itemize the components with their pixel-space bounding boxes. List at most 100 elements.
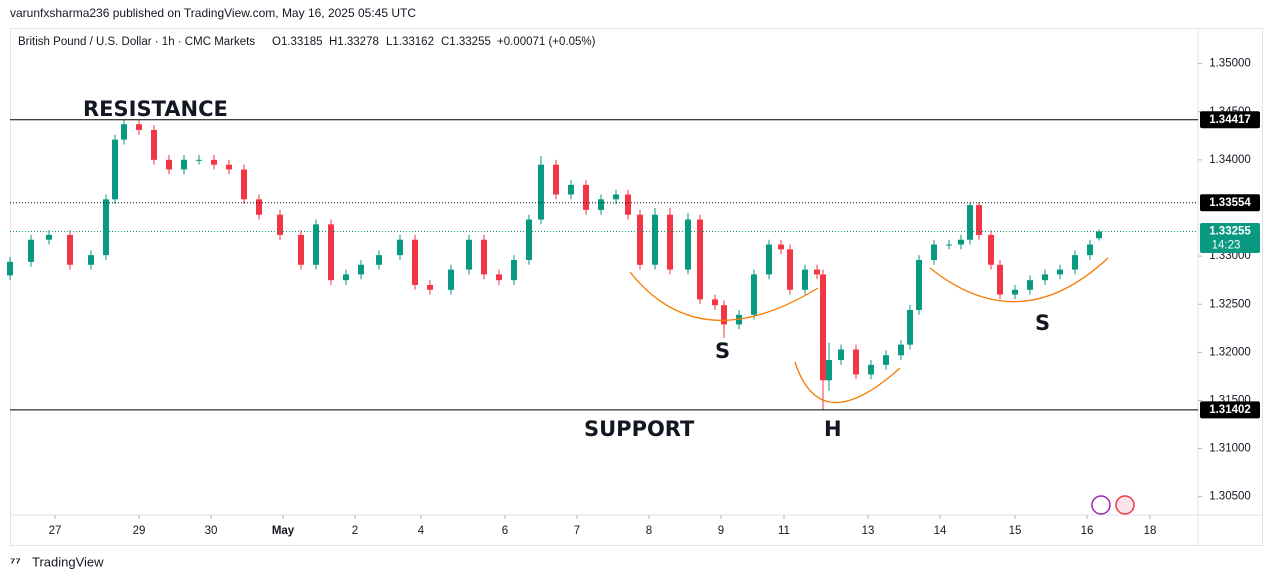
legend: British Pound / U.S. Dollar · 1h · CMC M…: [18, 36, 596, 48]
candle-body: [343, 274, 349, 281]
candle-body: [883, 355, 889, 365]
event-icons: [1091, 495, 1135, 515]
x-tick-label: 4: [418, 525, 425, 537]
x-tick-label: 8: [646, 525, 652, 537]
logo: ⁷⁷: [10, 554, 21, 569]
arc-head: [794, 361, 901, 404]
x-tick-label: 14: [934, 525, 947, 537]
footer: TradingView: [32, 554, 104, 569]
candle-body: [946, 244, 952, 246]
candle-body: [637, 214, 643, 265]
annotation: S: [1035, 311, 1050, 335]
candle-body: [376, 255, 382, 265]
countdown: 14:23: [1212, 240, 1241, 252]
candle-body: [166, 159, 172, 170]
annotation: SUPPORT: [584, 417, 695, 441]
candle-body: [181, 159, 187, 170]
price-marker-label: 1.31402: [1209, 404, 1251, 416]
price-marker: [1200, 194, 1260, 212]
candle-body: [67, 234, 73, 265]
plot: 1.305001.310001.315001.320001.325001.330…: [7, 58, 1260, 537]
candle-body: [496, 274, 502, 281]
candle-body: [256, 199, 262, 215]
candle-body: [613, 194, 619, 200]
candle-body: [88, 255, 94, 265]
header: varunfxsharma236 published on TradingVie…: [10, 6, 416, 20]
candle-body: [907, 309, 913, 345]
y-tick-label: 1.35000: [1209, 58, 1251, 70]
candle-body: [226, 164, 232, 170]
candle-body: [277, 214, 283, 235]
candle-body: [121, 124, 127, 140]
ohlc-high: H1.33278: [329, 36, 379, 48]
candle-body: [988, 234, 994, 265]
candle-body: [1012, 289, 1018, 295]
annotation: S: [715, 339, 730, 363]
x-tick-label: 13: [862, 525, 875, 537]
x-tick-label: 27: [49, 525, 62, 537]
candle-body: [721, 305, 727, 325]
candle-body: [1057, 269, 1063, 275]
candle-body: [1072, 255, 1078, 270]
candle-body: [958, 239, 964, 245]
candle-body: [820, 274, 826, 381]
candle-body: [667, 214, 673, 270]
candle-body: [196, 159, 202, 161]
candle-body: [778, 244, 784, 250]
symbol: British Pound / U.S. Dollar · 1h · CMC M…: [18, 36, 255, 48]
candle-body: [625, 194, 631, 215]
y-tick-label: 1.34000: [1209, 154, 1251, 166]
candle-body: [976, 205, 982, 235]
candle-body: [712, 299, 718, 306]
candle-body: [898, 344, 904, 356]
chart-frame: [10, 28, 1263, 546]
arc-left-shoulder: [629, 271, 819, 322]
candle-body: [826, 360, 832, 381]
price-marker-label: 1.33255: [1209, 226, 1251, 238]
candle-body: [298, 234, 304, 265]
candle-body: [481, 239, 487, 275]
candle-body: [328, 224, 334, 281]
candle-body: [511, 259, 517, 281]
price-marker-label: 1.34417: [1209, 114, 1251, 126]
candle-body: [838, 349, 844, 361]
candle-body: [1042, 274, 1048, 281]
arc-right-shoulder: [929, 257, 1109, 303]
price-marker: [1200, 111, 1260, 129]
candle-body: [241, 169, 247, 200]
x-tick-label: 18: [1144, 525, 1157, 537]
candle-body: [448, 269, 454, 290]
candle-body: [868, 364, 874, 375]
annotation: H: [824, 417, 842, 441]
x-tick-label: 9: [718, 525, 724, 537]
x-tick-label: 6: [502, 525, 508, 537]
candle-body: [598, 199, 604, 210]
x-tick-label: 15: [1009, 525, 1022, 537]
candle-body: [358, 264, 364, 275]
x-tick-label: 30: [205, 525, 218, 537]
candle-body: [802, 269, 808, 290]
candle-body: [583, 184, 589, 210]
price-marker: [1200, 401, 1260, 419]
candle-body: [967, 205, 973, 240]
candle-body: [103, 199, 109, 256]
x-tick-label: 7: [574, 525, 580, 537]
candle-body: [697, 219, 703, 300]
candle-body: [568, 184, 574, 195]
candle-body: [916, 259, 922, 310]
candle-body: [28, 239, 34, 262]
x-tick-label: May: [272, 525, 295, 537]
candle-body: [412, 239, 418, 285]
pattern-arcs: [629, 257, 1109, 404]
candle-body: [787, 249, 793, 290]
x-tick-label: 11: [778, 525, 790, 537]
candle-body: [466, 239, 472, 270]
price-marker-label: 1.33554: [1209, 197, 1251, 209]
candle-body: [766, 244, 772, 275]
candle-body: [853, 349, 859, 375]
x-tick-label: 29: [133, 525, 146, 537]
price-marker: [1200, 223, 1260, 254]
candle-body: [553, 164, 559, 195]
